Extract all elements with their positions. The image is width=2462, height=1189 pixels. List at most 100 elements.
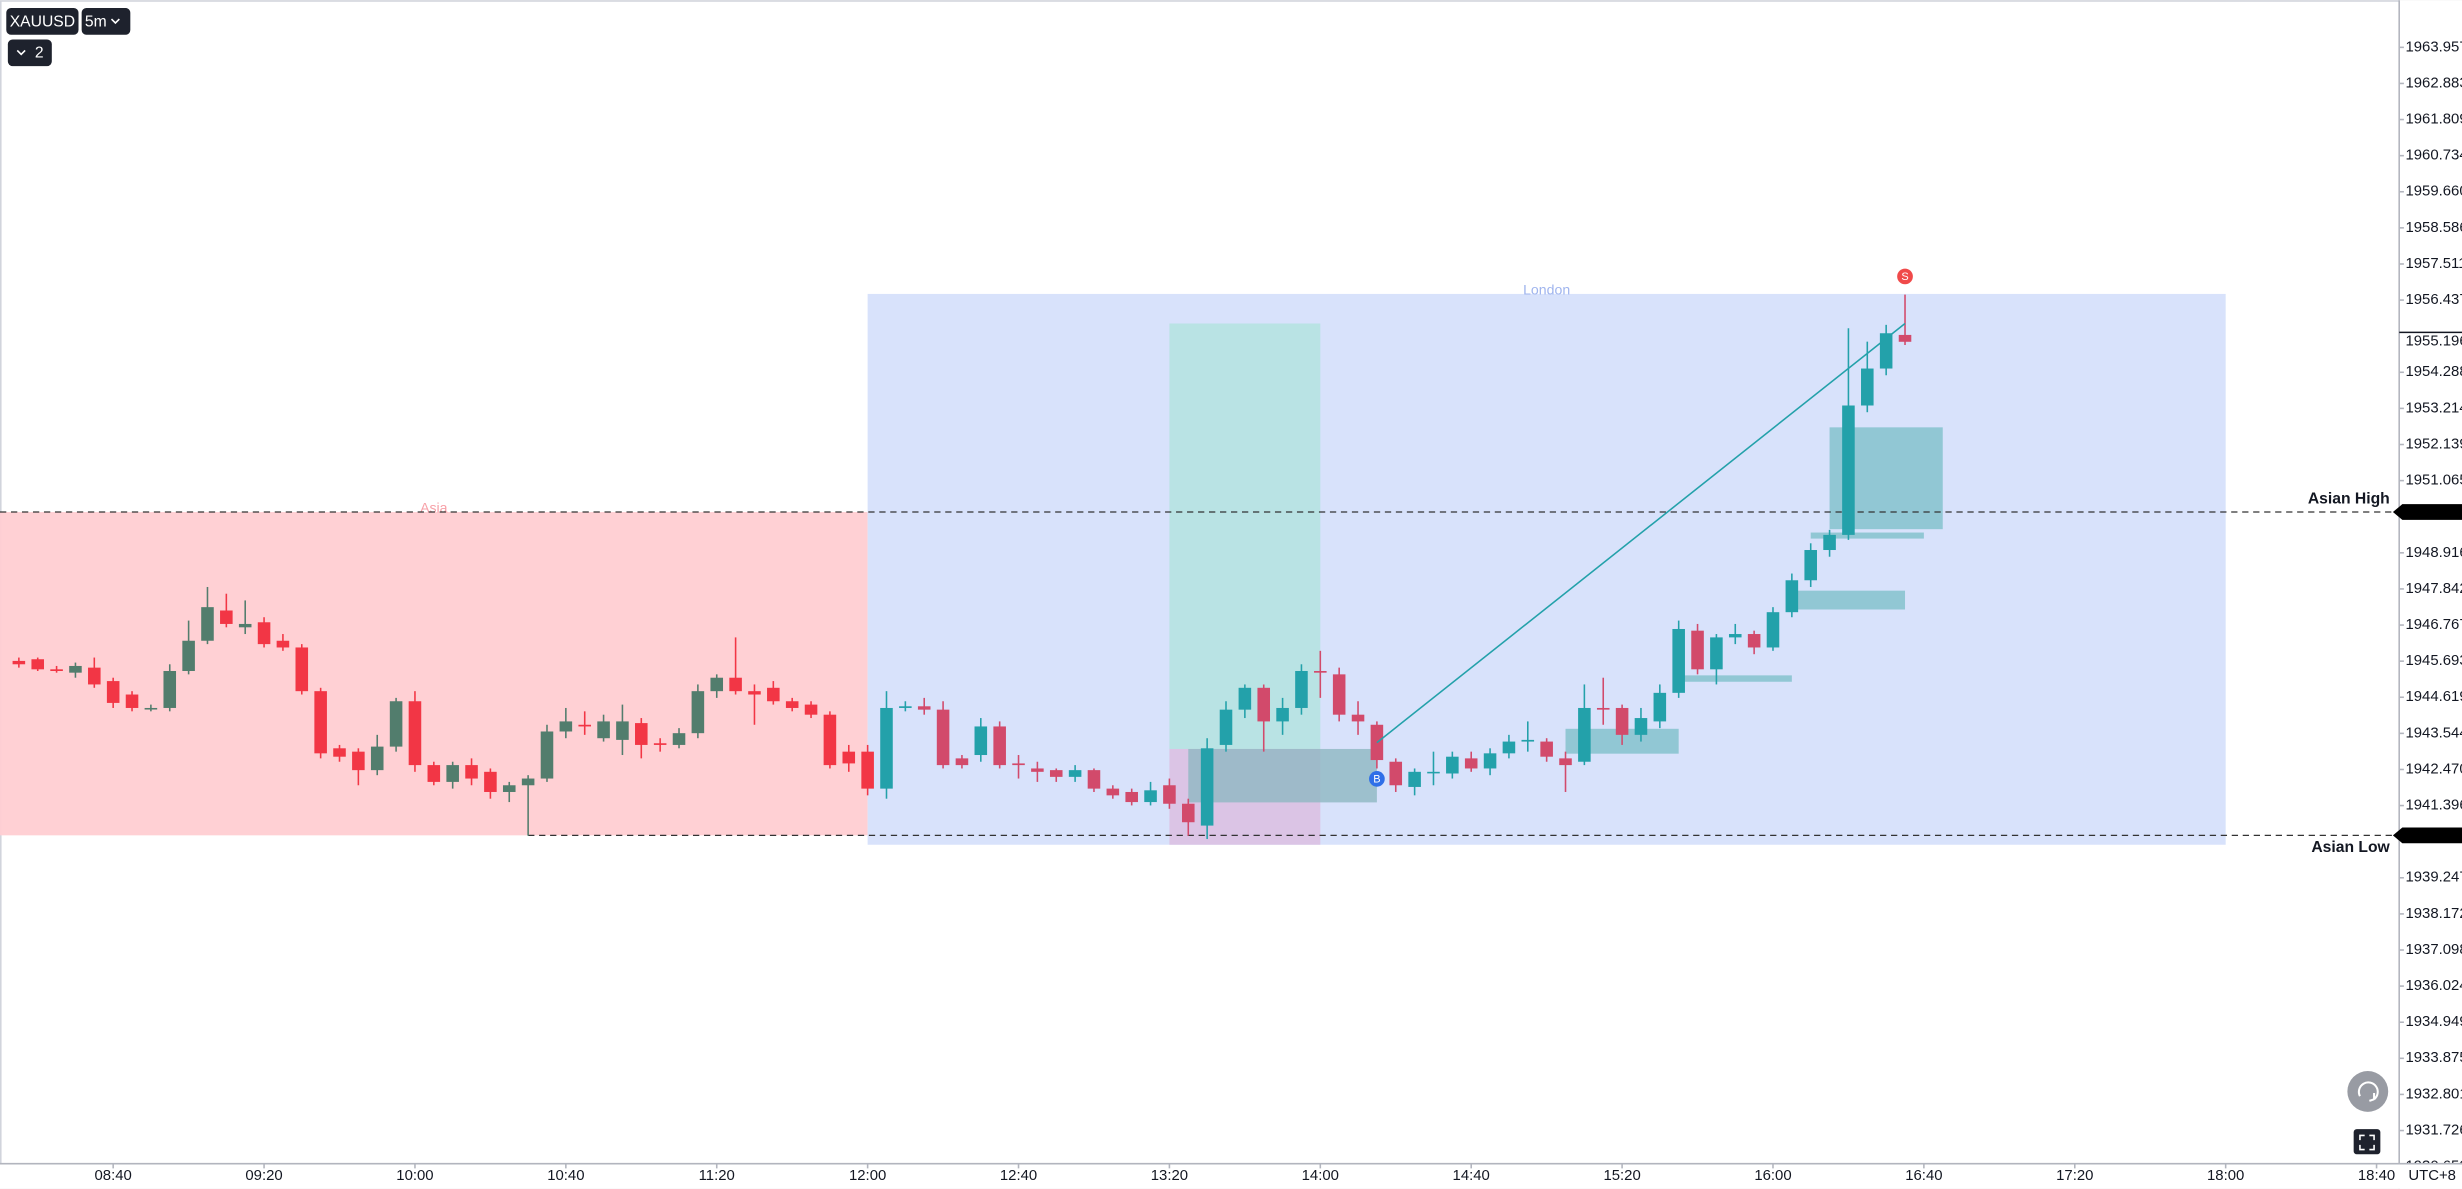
candle-body [1804, 550, 1817, 581]
candle-body [257, 622, 271, 645]
candle-body [1351, 714, 1365, 722]
candle-body [1842, 405, 1855, 535]
candle-body [767, 687, 780, 702]
y-tick-label: 1958.586 [2405, 220, 2462, 236]
y-tick-label: 1937.098 [2405, 942, 2462, 958]
indicators-toggle[interactable]: 2 [7, 39, 52, 67]
y-tick-label: 1961.809 [2405, 111, 2462, 127]
candle-body [917, 706, 931, 710]
candle-body [370, 746, 384, 771]
candle-body [1408, 771, 1421, 787]
trend-line [1376, 322, 1906, 744]
x-tick-label: 18:40 [2358, 1168, 2395, 1184]
candle-body [1861, 368, 1874, 406]
y-tick-label: 1941.396 [2405, 797, 2462, 813]
candle-body [1879, 333, 1893, 369]
candle-body [691, 691, 705, 734]
candle-body [1578, 707, 1591, 762]
candle-body [408, 701, 422, 766]
candle-body [804, 704, 818, 715]
candle-body [1238, 687, 1252, 710]
x-tick-label: 13:20 [1151, 1168, 1188, 1184]
candle-body [1181, 803, 1195, 823]
level-label: Asian Low [2311, 839, 2390, 856]
x-tick-label: 12:40 [1000, 1168, 1037, 1184]
candle-body [861, 751, 874, 789]
candle-body [616, 721, 629, 740]
y-tick-label: 1957.511 [2405, 256, 2462, 272]
candle-body [502, 785, 516, 792]
session-label: London [1523, 282, 1570, 298]
plot-area: Asia London B S [0, 268, 2462, 845]
signal-label: S [1901, 271, 1908, 283]
interval-button[interactable]: 5m [81, 8, 131, 35]
candle-body [993, 726, 1006, 766]
candle-body [144, 707, 158, 710]
y-tick-label: 1939.247 [2405, 870, 2462, 886]
current-price-bg [2400, 332, 2462, 352]
candle-body [1464, 758, 1478, 769]
x-tick-label: 14:00 [1302, 1168, 1339, 1184]
y-tick-label: 1953.214 [2405, 400, 2462, 416]
candle-body [1012, 763, 1025, 766]
candle-body [1747, 634, 1761, 648]
candle-body [748, 691, 761, 695]
x-tick-label: 16:40 [1905, 1168, 1942, 1184]
y-tick-label: 1932.801 [2405, 1086, 2462, 1102]
y-tick-label: 1944.619 [2405, 689, 2462, 705]
signal-label: B [1373, 774, 1380, 786]
candle-body [182, 640, 195, 671]
candle-body [88, 667, 101, 685]
candle-body [1559, 758, 1572, 766]
candle-body [125, 694, 139, 708]
candle-body [1710, 637, 1723, 670]
candle-body [276, 640, 290, 648]
y-tick-label: 1933.875 [2405, 1050, 2462, 1066]
candle-body [1502, 741, 1516, 754]
candle-body [295, 647, 309, 692]
x-tick-label: 12:00 [849, 1168, 886, 1184]
signal-marker [1369, 771, 1385, 787]
timezone[interactable]: UTC+8 [2408, 1168, 2456, 1184]
y-tick-label: 1962.883 [2405, 75, 2462, 91]
symbol-button[interactable]: XAUUSD [6, 8, 79, 35]
candle-body [729, 677, 742, 692]
candle-body [936, 709, 950, 766]
current-price: 1955.196 [2405, 334, 2462, 350]
session-label: Asia [420, 500, 448, 516]
x-tick-label: 16:00 [1754, 1168, 1791, 1184]
candle-body [106, 681, 120, 703]
candle-body [880, 707, 893, 789]
x-tick-label: 10:40 [547, 1168, 584, 1184]
symbol[interactable]: XAUUSD [10, 13, 75, 30]
candle-body [1691, 630, 1704, 670]
candle-body [389, 701, 403, 747]
candle-body [1068, 770, 1082, 777]
y-tick-label: 1951.065 [2405, 473, 2462, 489]
interval[interactable]: 5m [85, 13, 107, 30]
candle-body [50, 669, 63, 671]
candle-body [238, 623, 252, 628]
x-tick-label: 09:20 [245, 1168, 282, 1184]
candle-body [635, 723, 648, 745]
candle-body [1728, 634, 1742, 638]
candle-body [465, 765, 478, 779]
candle-body [333, 748, 346, 757]
screenshot-button[interactable] [2353, 1129, 2381, 1155]
candle-body [540, 731, 554, 779]
y-tick-label: 1959.660 [2405, 184, 2462, 200]
indicator-count[interactable]: 2 [35, 45, 44, 62]
y-tick-label: 1945.693 [2405, 653, 2462, 669]
candle-body [352, 751, 365, 771]
chevron [110, 18, 120, 25]
y-tick-label: 1960.734 [2405, 148, 2462, 164]
reset-button[interactable] [2347, 1071, 2389, 1112]
y-tick-label: 1936.024 [2405, 978, 2462, 994]
candle-body [1200, 748, 1214, 826]
session-box [867, 293, 2226, 845]
candle-body [1521, 739, 1535, 742]
candle-body [1049, 770, 1063, 777]
candle-body [1615, 707, 1629, 735]
time-axis-bg [0, 1163, 2462, 1189]
candle-body [785, 701, 799, 708]
